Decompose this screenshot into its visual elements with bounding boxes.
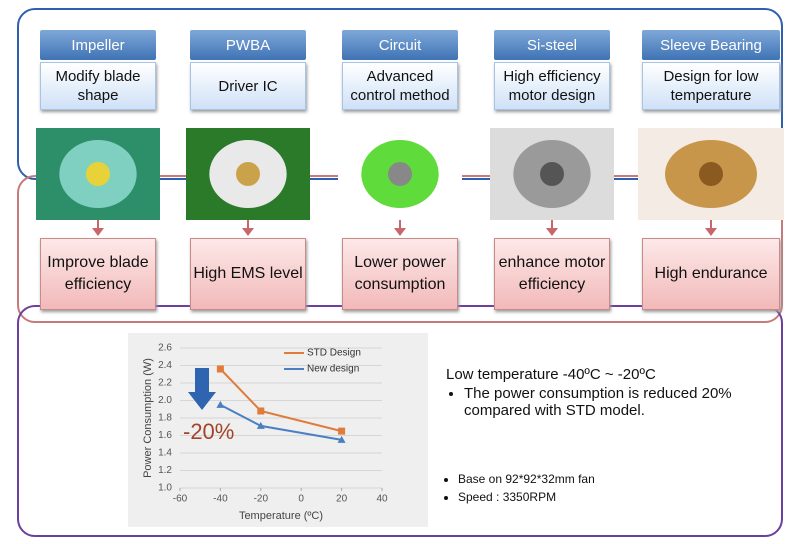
arrow-stem bbox=[710, 220, 712, 230]
legend-label: New design bbox=[307, 364, 359, 375]
point bbox=[216, 400, 225, 408]
point bbox=[337, 435, 346, 443]
spec: Speed : 3350RPM bbox=[458, 490, 595, 504]
notes-bullet: The power consumption is reduced 20% com… bbox=[464, 385, 776, 419]
x-tick-label: -20 bbox=[254, 494, 269, 505]
notes-list: The power consumption is reduced 20% com… bbox=[446, 385, 776, 419]
photo-art bbox=[490, 128, 614, 220]
y-tick-label: 2.2 bbox=[158, 378, 172, 389]
y-tick-label: 2.4 bbox=[158, 360, 172, 371]
point bbox=[338, 427, 346, 435]
feature-box: Driver IC bbox=[190, 62, 306, 110]
legend-label: STD Design bbox=[307, 348, 361, 359]
point bbox=[216, 365, 224, 373]
specs-list: Base on 92*92*32mm fan Speed : 3350RPM bbox=[440, 472, 595, 504]
column-title: PWBA bbox=[190, 30, 306, 60]
benefit-box: enhance motor efficiency bbox=[494, 238, 610, 310]
benefit-box: Lower power consumption bbox=[342, 238, 458, 310]
arrow-head bbox=[546, 228, 558, 236]
x-tick-label: 0 bbox=[298, 494, 304, 505]
arrow-stem bbox=[97, 220, 99, 230]
arrow-head bbox=[394, 228, 406, 236]
x-axis-label: Temperature (ºC) bbox=[239, 510, 323, 522]
photo bbox=[36, 128, 160, 220]
column-title: Circuit bbox=[342, 30, 458, 60]
x-tick-label: 20 bbox=[336, 494, 348, 505]
y-tick-label: 2.6 bbox=[158, 343, 172, 354]
notes: Low temperature -40ºC ~ -20ºC The power … bbox=[446, 366, 776, 419]
arrow-stem bbox=[399, 220, 401, 230]
x-tick-label: -60 bbox=[173, 494, 188, 505]
photo bbox=[186, 128, 310, 220]
arrow-head bbox=[242, 228, 254, 236]
arrow-stem bbox=[551, 220, 553, 230]
arrow-head bbox=[92, 228, 104, 236]
photo bbox=[638, 128, 784, 220]
benefit-box: High EMS level bbox=[190, 238, 306, 310]
point bbox=[257, 407, 265, 415]
photo-art bbox=[36, 128, 160, 220]
feature-box: High efficiency motor design bbox=[494, 62, 610, 110]
specs: Base on 92*92*32mm fan Speed : 3350RPM bbox=[440, 472, 595, 508]
photo-art bbox=[338, 128, 462, 220]
y-tick-label: 2.0 bbox=[158, 395, 172, 406]
y-tick-label: 1.0 bbox=[158, 483, 172, 494]
y-axis-label: Power Consumption (W) bbox=[142, 358, 154, 478]
x-tick-label: -40 bbox=[213, 494, 228, 505]
down-arrow bbox=[188, 368, 216, 410]
spec: Base on 92*92*32mm fan bbox=[458, 472, 595, 486]
arrow-stem bbox=[247, 220, 249, 230]
y-tick-label: 1.4 bbox=[158, 448, 172, 459]
y-tick-label: 1.8 bbox=[158, 413, 172, 424]
notes-heading: Low temperature -40ºC ~ -20ºC bbox=[446, 366, 656, 383]
y-tick-label: 1.6 bbox=[158, 430, 172, 441]
column-title: Si-steel bbox=[494, 30, 610, 60]
photo bbox=[490, 128, 614, 220]
annotation: -20% bbox=[183, 419, 234, 444]
column-title: Impeller bbox=[40, 30, 156, 60]
x-tick-label: 40 bbox=[376, 494, 388, 505]
feature-box: Advanced control method bbox=[342, 62, 458, 110]
feature-box: Design for low temperature bbox=[642, 62, 780, 110]
column-title: Sleeve Bearing bbox=[642, 30, 780, 60]
benefit-box: High endurance bbox=[642, 238, 780, 310]
photo-art bbox=[638, 128, 784, 220]
arrow-head bbox=[705, 228, 717, 236]
feature-box: Modify blade shape bbox=[40, 62, 156, 110]
photo-art bbox=[186, 128, 310, 220]
y-tick-label: 1.2 bbox=[158, 465, 172, 476]
benefit-box: Improve blade efficiency bbox=[40, 238, 156, 310]
point bbox=[256, 421, 265, 429]
photo bbox=[338, 128, 462, 220]
